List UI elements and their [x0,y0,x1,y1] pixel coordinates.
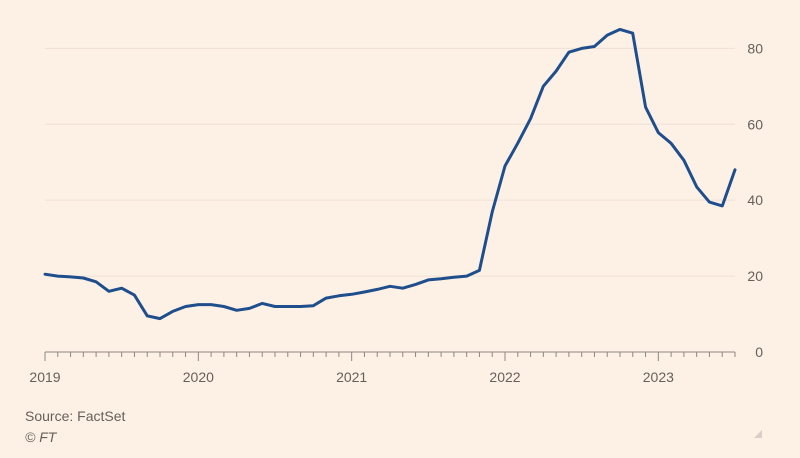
copyright-note: © FT [25,429,57,445]
y-tick-label-40: 40 [747,192,763,208]
x-tick-label-2020: 2020 [183,369,214,385]
x-tick-label-2021: 2021 [336,369,367,385]
grid-lines [45,47,735,277]
x-axis [44,351,736,361]
source-note: Source: FactSet [25,408,126,424]
y-tick-label-80: 80 [747,40,763,56]
series-line-0 [43,27,737,321]
y-tick-label-20: 20 [747,268,763,284]
series-layer [43,27,737,321]
resize-grip-icon [754,430,762,438]
y-axis-tick-labels: 0 20 40 60 80 [747,40,763,360]
x-axis-tick-labels: 2019 2020 2021 2022 2023 [29,369,674,385]
x-tick-label-2023: 2023 [643,369,674,385]
x-tick-label-2019: 2019 [29,369,60,385]
x-tick-label-2022: 2022 [489,369,520,385]
y-tick-label-60: 60 [747,116,763,132]
y-tick-label-0: 0 [755,344,763,360]
